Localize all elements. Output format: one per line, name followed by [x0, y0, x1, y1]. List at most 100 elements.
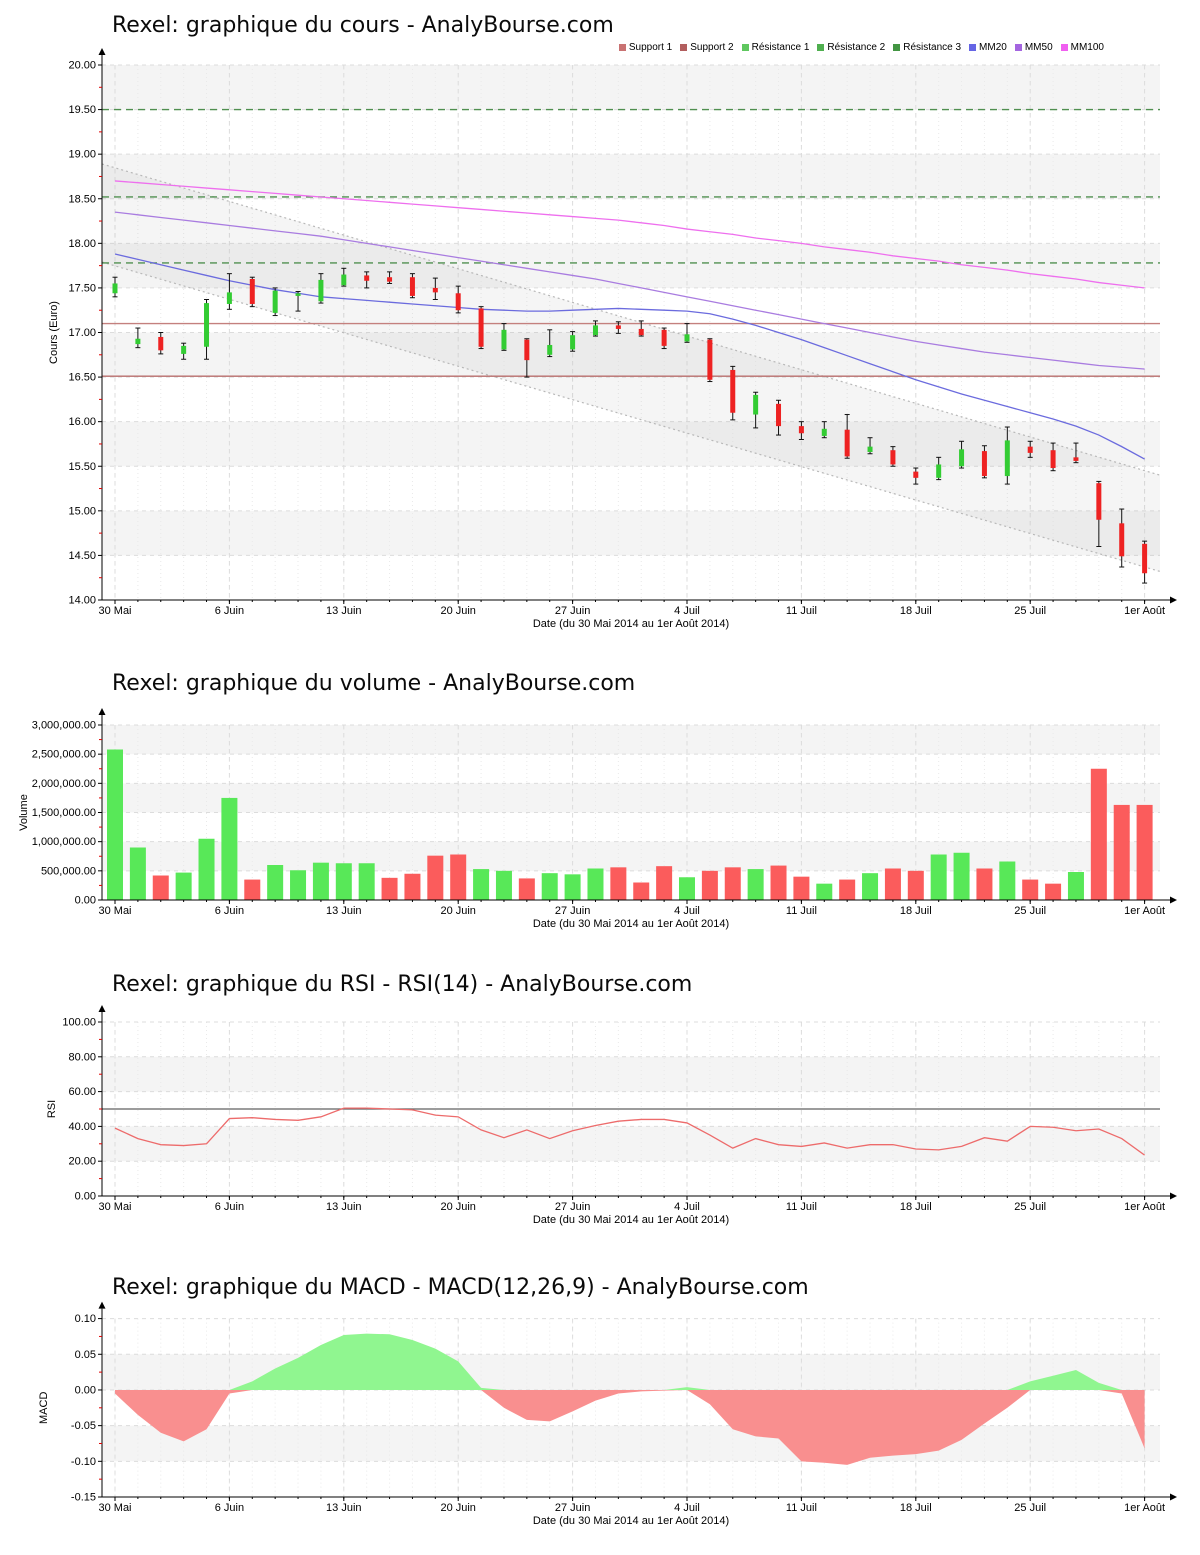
legend-label: MM20 [979, 42, 1007, 53]
svg-text:11 Juil: 11 Juil [786, 1201, 817, 1213]
svg-text:13 Juin: 13 Juin [326, 1201, 361, 1213]
svg-text:1er Août: 1er Août [1124, 1201, 1165, 1213]
legend-item-1: Support 2 [680, 42, 734, 53]
svg-text:14.50: 14.50 [68, 550, 96, 562]
volume-yaxis-label: Volume [18, 794, 30, 831]
candles [112, 267, 1148, 584]
svg-text:25 Juil: 25 Juil [1014, 605, 1046, 617]
svg-text:16.50: 16.50 [68, 372, 96, 384]
svg-text:1,000,000.00: 1,000,000.00 [32, 836, 96, 848]
rsi-line [114, 1107, 1145, 1156]
legend-item-7: MM100 [1060, 42, 1104, 53]
legend-label: Support 2 [690, 42, 734, 53]
svg-text:25 Juil: 25 Juil [1014, 1502, 1046, 1514]
svg-text:25 Juil: 25 Juil [1014, 905, 1046, 917]
svg-text:4 Juil: 4 Juil [674, 605, 700, 617]
legend-label: MM100 [1070, 42, 1104, 53]
svg-text:0.05: 0.05 [75, 1349, 96, 1361]
svg-text:18.50: 18.50 [68, 193, 96, 205]
macd-chart-title: Rexel: graphique du MACD - MACD(12,26,9)… [112, 1275, 809, 1300]
svg-text:60.00: 60.00 [68, 1086, 96, 1098]
svg-text:11 Juil: 11 Juil [786, 605, 817, 617]
svg-text:20.00: 20.00 [68, 60, 96, 72]
svg-text:14.00: 14.00 [68, 595, 96, 607]
svg-text:30 Mai: 30 Mai [98, 605, 131, 617]
svg-text:30 Mai: 30 Mai [98, 1502, 131, 1514]
svg-text:20 Juin: 20 Juin [440, 1201, 475, 1213]
svg-text:18 Juil: 18 Juil [900, 1502, 932, 1514]
price-xaxis-label: Date (du 30 Mai 2014 au 1er Août 2014) [533, 618, 729, 630]
svg-text:20 Juin: 20 Juin [440, 605, 475, 617]
legend-label: Support 1 [628, 42, 673, 53]
macd-xaxis-label: Date (du 30 Mai 2014 au 1er Août 2014) [533, 1515, 729, 1527]
legend-swatch-icon [893, 44, 901, 51]
rsi-yaxis-label: RSI [46, 1100, 58, 1118]
svg-text:17.50: 17.50 [68, 282, 96, 294]
legend-label: Résistance 2 [827, 42, 886, 53]
svg-text:1,500,000.00: 1,500,000.00 [32, 807, 96, 819]
svg-text:-0.10: -0.10 [71, 1456, 96, 1468]
svg-text:20 Juin: 20 Juin [440, 1502, 475, 1514]
svg-text:11 Juil: 11 Juil [786, 1502, 817, 1514]
svg-text:2,000,000.00: 2,000,000.00 [32, 778, 96, 790]
svg-text:0.00: 0.00 [75, 1384, 96, 1396]
svg-text:4 Juil: 4 Juil [674, 1201, 700, 1213]
svg-text:13 Juin: 13 Juin [326, 605, 361, 617]
svg-text:27 Juin: 27 Juin [555, 905, 590, 917]
volume-bars [107, 749, 1153, 900]
macd-yaxis-label: MACD [38, 1392, 50, 1424]
mm50-line [114, 211, 1145, 370]
legend-swatch-icon [680, 44, 688, 51]
svg-text:100.00: 100.00 [62, 1017, 96, 1029]
svg-text:18 Juil: 18 Juil [900, 1201, 932, 1213]
svg-text:80.00: 80.00 [68, 1051, 96, 1063]
svg-text:20.00: 20.00 [68, 1156, 96, 1168]
svg-text:13 Juin: 13 Juin [326, 905, 361, 917]
svg-text:6 Juin: 6 Juin [215, 905, 244, 917]
mm100-line [114, 180, 1145, 289]
svg-text:18.00: 18.00 [68, 238, 96, 250]
legend-swatch-icon [618, 44, 626, 51]
svg-text:6 Juin: 6 Juin [215, 1502, 244, 1514]
price-chart-title: Rexel: graphique du cours - AnalyBourse.… [112, 13, 614, 38]
svg-text:27 Juin: 27 Juin [555, 1201, 590, 1213]
price-plot: 20.00 19.50 19.00 18.50 18.00 17.50 17.00 16.50… [48, 48, 1177, 630]
legend-item-2: Résistance 1 [741, 42, 810, 53]
price-yaxis-label: Cours (Euro) [48, 301, 60, 364]
svg-text:3,000,000.00: 3,000,000.00 [32, 720, 96, 732]
svg-text:19.00: 19.00 [68, 149, 96, 161]
svg-text:500,000.00: 500,000.00 [41, 865, 96, 877]
svg-text:25 Juil: 25 Juil [1014, 1201, 1046, 1213]
legend-label: Résistance 3 [903, 42, 962, 53]
svg-text:6 Juin: 6 Juin [215, 1201, 244, 1213]
macd-negative-area [115, 1389, 1145, 1465]
svg-text:1er Août: 1er Août [1124, 905, 1165, 917]
svg-text:16.00: 16.00 [68, 416, 96, 428]
svg-text:40.00: 40.00 [68, 1121, 96, 1133]
svg-text:18 Juil: 18 Juil [900, 905, 932, 917]
macd-positive-area [115, 1333, 1145, 1390]
legend-swatch-icon [1014, 44, 1022, 51]
legend-label: MM50 [1024, 42, 1053, 53]
rsi-xaxis-label: Date (du 30 Mai 2014 au 1er Août 2014) [533, 1214, 729, 1226]
svg-text:0.00: 0.00 [75, 895, 96, 907]
svg-text:20 Juin: 20 Juin [440, 905, 475, 917]
svg-text:27 Juin: 27 Juin [555, 605, 590, 617]
legend-label: Résistance 1 [751, 42, 810, 53]
mm20-line [114, 253, 1145, 460]
svg-text:30 Mai: 30 Mai [98, 1201, 131, 1213]
price-chart-legend: Support 1 Support 2 Résistance 1 Résistance… [618, 42, 1104, 53]
svg-text:1er Août: 1er Août [1124, 605, 1165, 617]
legend-swatch-icon [969, 44, 977, 51]
svg-text:0.00: 0.00 [75, 1191, 96, 1203]
svg-text:11 Juil: 11 Juil [786, 905, 817, 917]
svg-text:17.00: 17.00 [68, 327, 96, 339]
legend-swatch-icon [741, 44, 749, 51]
regression-channel [102, 163, 1160, 573]
svg-text:18 Juil: 18 Juil [900, 605, 932, 617]
rsi-chart-title: Rexel: graphique du RSI - RSI(14) - Anal… [112, 972, 693, 997]
legend-item-6: MM50 [1014, 42, 1053, 53]
svg-text:15.00: 15.00 [68, 505, 96, 517]
